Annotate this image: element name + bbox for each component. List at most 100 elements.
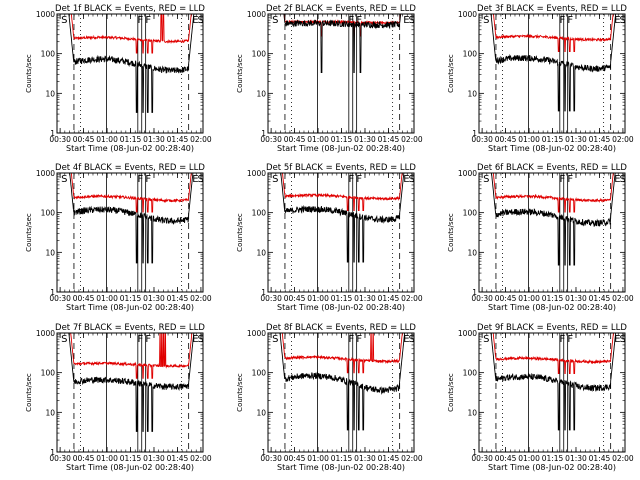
panel-title: Det 5f BLACK = Events, RED = LLD bbox=[266, 163, 416, 173]
x-tick-label: 00:30 bbox=[49, 294, 71, 303]
x-tick-label: 02:00 bbox=[190, 135, 212, 144]
y-tick-label: 10 bbox=[256, 89, 266, 98]
time-marker-S: S bbox=[408, 15, 414, 26]
y-tick-label: 1000 bbox=[458, 10, 477, 19]
x-tick-label: 01:15 bbox=[542, 454, 564, 463]
x-tick-label: 00:30 bbox=[49, 454, 71, 463]
plot-frame bbox=[267, 172, 415, 293]
plot-frame bbox=[56, 172, 204, 293]
x-tick-label: 01:00 bbox=[518, 294, 540, 303]
x-axis-label: Start Time (08-Jun-02 00:28:40) bbox=[488, 463, 616, 472]
y-tick-label: 100 bbox=[252, 209, 267, 218]
x-tick-label: 02:00 bbox=[612, 454, 634, 463]
y-axis-label: Counts/sec bbox=[447, 213, 455, 252]
time-marker-S: S bbox=[61, 15, 67, 26]
time-marker-E: E bbox=[614, 174, 620, 185]
x-tick-label: 00:45 bbox=[284, 135, 306, 144]
plot-frame bbox=[478, 13, 626, 134]
time-marker-F: F bbox=[356, 15, 362, 26]
y-axis-label: Counts/sec bbox=[25, 54, 33, 93]
panel-title: Det 4f BLACK = Events, RED = LLD bbox=[55, 163, 205, 173]
time-marker-S: S bbox=[483, 15, 489, 26]
y-axis-label: Counts/sec bbox=[25, 373, 33, 412]
x-axis-label: Start Time (08-Jun-02 00:28:40) bbox=[488, 303, 616, 312]
time-marker-S: S bbox=[408, 334, 414, 345]
x-tick-label: 01:45 bbox=[167, 454, 189, 463]
x-tick-label: 01:15 bbox=[120, 135, 142, 144]
x-tick-label: 01:00 bbox=[96, 454, 118, 463]
time-marker-S: S bbox=[408, 174, 414, 185]
x-tick-label: 01:45 bbox=[167, 294, 189, 303]
time-marker-S: S bbox=[61, 174, 67, 185]
time-marker-F: F bbox=[560, 334, 566, 345]
time-marker-S: S bbox=[272, 15, 278, 26]
x-tick-label: 01:30 bbox=[354, 294, 376, 303]
events-series-line bbox=[57, 332, 203, 432]
events-series-line bbox=[479, 13, 625, 112]
x-tick-label: 01:00 bbox=[307, 135, 329, 144]
y-axis-label: Counts/sec bbox=[236, 54, 244, 93]
events-series-line bbox=[268, 13, 414, 73]
x-tick-label: 01:00 bbox=[307, 294, 329, 303]
panel-title: Det 2f BLACK = Events, RED = LLD bbox=[266, 4, 416, 14]
time-marker-S: S bbox=[619, 334, 625, 345]
x-tick-label: 02:00 bbox=[401, 454, 423, 463]
panel-det-9f: Det 9f BLACK = Events, RED = LLD 1 10 100 10… bbox=[447, 323, 634, 472]
x-axis-label: Start Time (08-Jun-02 00:28:40) bbox=[277, 144, 405, 153]
y-tick-label: 100 bbox=[463, 209, 478, 218]
x-tick-label: 00:45 bbox=[495, 294, 517, 303]
x-tick-label: 01:15 bbox=[120, 294, 142, 303]
x-axis-label: Start Time (08-Jun-02 00:28:40) bbox=[277, 463, 405, 472]
time-marker-F: F bbox=[349, 334, 355, 345]
y-tick-label: 100 bbox=[41, 209, 56, 218]
events-series-line bbox=[57, 13, 203, 113]
lld-series-line bbox=[57, 172, 203, 213]
panel-det-6f: Det 6f BLACK = Events, RED = LLD 1 10 100 10… bbox=[447, 163, 634, 312]
y-tick-label: 10 bbox=[45, 89, 55, 98]
y-tick-label: 1000 bbox=[247, 329, 266, 338]
y-tick-label: 1 bbox=[261, 448, 266, 457]
time-marker-E: E bbox=[192, 15, 198, 26]
y-axis-label: Counts/sec bbox=[25, 213, 33, 252]
x-tick-label: 00:30 bbox=[49, 135, 71, 144]
y-axis-label: Counts/sec bbox=[236, 373, 244, 412]
x-tick-label: 01:15 bbox=[542, 135, 564, 144]
time-marker-F: F bbox=[356, 174, 362, 185]
x-tick-label: 01:30 bbox=[143, 294, 165, 303]
x-tick-label: 00:45 bbox=[73, 294, 95, 303]
x-tick-label: 02:00 bbox=[612, 294, 634, 303]
y-tick-label: 10 bbox=[467, 408, 477, 417]
y-tick-label: 100 bbox=[41, 369, 56, 378]
events-series-line bbox=[479, 172, 625, 266]
x-axis-label: Start Time (08-Jun-02 00:28:40) bbox=[488, 144, 616, 153]
time-marker-E: E bbox=[614, 334, 620, 345]
x-tick-label: 02:00 bbox=[190, 454, 212, 463]
plot-frame bbox=[56, 332, 204, 453]
time-marker-F: F bbox=[567, 15, 573, 26]
y-tick-label: 10 bbox=[467, 89, 477, 98]
time-marker-F: F bbox=[145, 334, 151, 345]
time-marker-S: S bbox=[197, 174, 203, 185]
x-tick-label: 01:00 bbox=[307, 454, 329, 463]
panel-title: Det 1f BLACK = Events, RED = LLD bbox=[55, 4, 205, 14]
plot-frame bbox=[267, 13, 415, 134]
x-tick-label: 01:15 bbox=[331, 294, 353, 303]
time-marker-S: S bbox=[483, 174, 489, 185]
panel-title: Det 7f BLACK = Events, RED = LLD bbox=[55, 323, 205, 333]
y-tick-label: 100 bbox=[252, 50, 267, 59]
events-series-line bbox=[268, 172, 414, 263]
x-tick-label: 00:45 bbox=[73, 135, 95, 144]
events-series-line bbox=[479, 332, 625, 431]
plot-frame bbox=[267, 332, 415, 453]
y-tick-label: 1 bbox=[472, 448, 477, 457]
plot-frame bbox=[478, 332, 626, 453]
y-tick-label: 10 bbox=[256, 408, 266, 417]
y-tick-label: 1 bbox=[472, 288, 477, 297]
x-axis-label: Start Time (08-Jun-02 00:28:40) bbox=[66, 463, 194, 472]
x-tick-label: 00:45 bbox=[495, 454, 517, 463]
panel-title: Det 3f BLACK = Events, RED = LLD bbox=[477, 4, 627, 14]
x-tick-label: 01:30 bbox=[143, 135, 165, 144]
panel-title: Det 6f BLACK = Events, RED = LLD bbox=[477, 163, 627, 173]
